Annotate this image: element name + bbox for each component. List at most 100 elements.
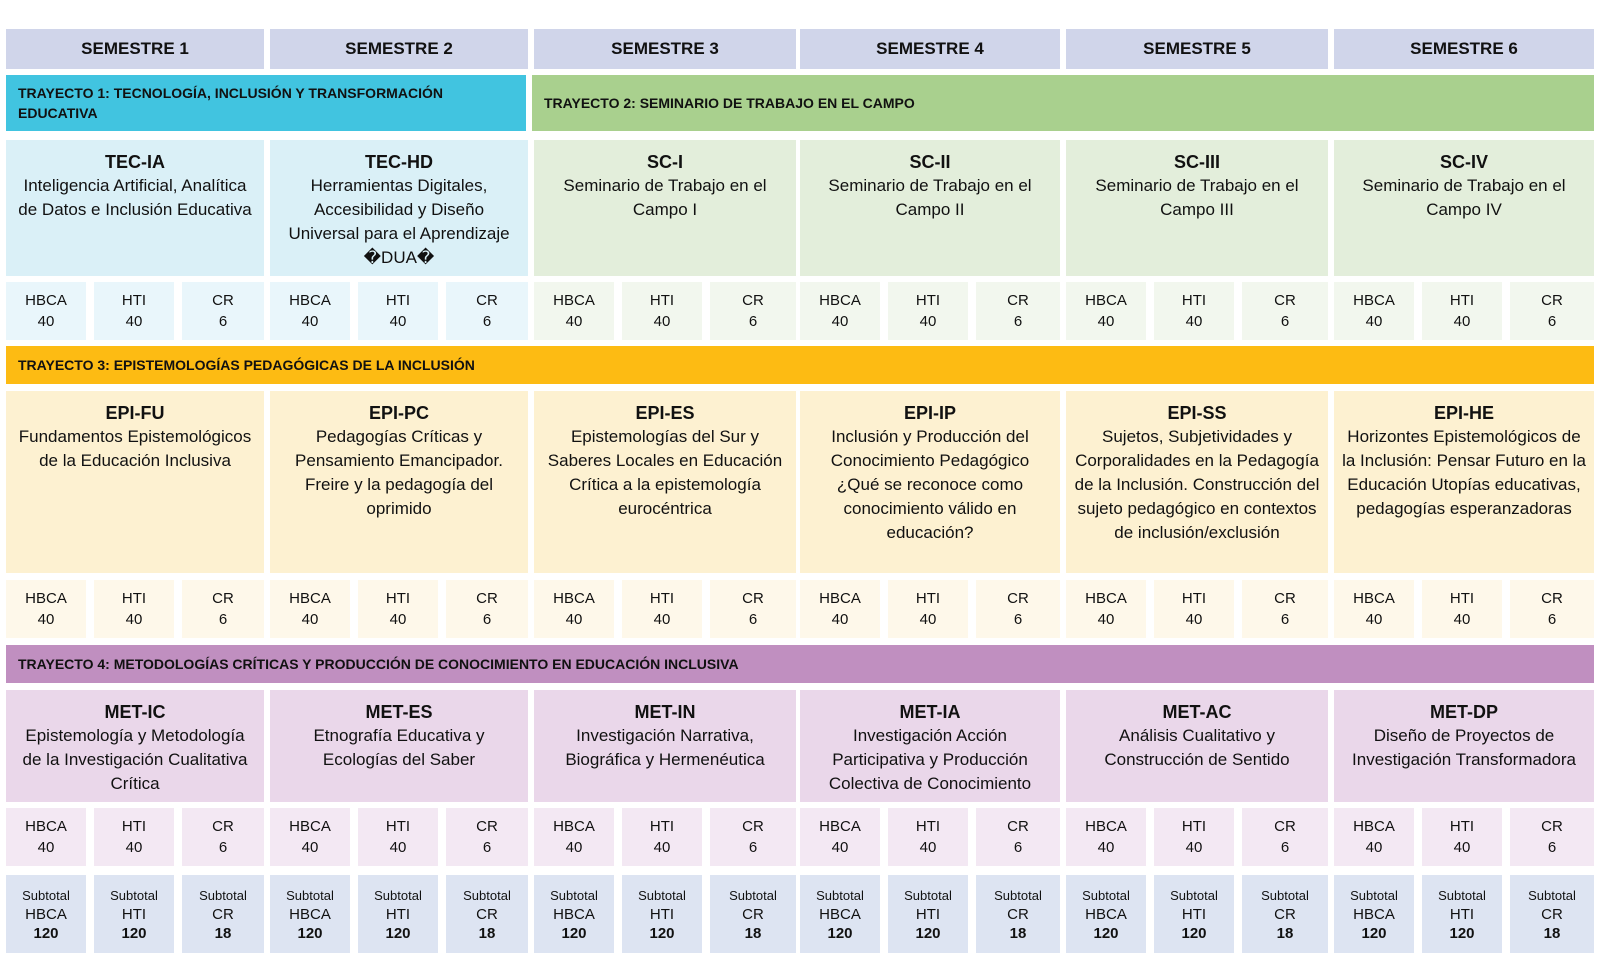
credit-label: CR	[476, 590, 498, 607]
subtotal-hti: Subtotal HTI 120	[358, 875, 438, 953]
credit-value: 6	[1013, 313, 1023, 330]
cr-credit: CR 6	[710, 808, 796, 866]
subtotal-abbrev: CR	[1007, 905, 1029, 923]
hbca-credit: HBCA 40	[6, 580, 86, 638]
subtotal-label: Subtotal	[729, 887, 777, 903]
credit-label: HBCA	[1353, 292, 1395, 309]
credit-value: 6	[1547, 839, 1557, 856]
course-code: SC-I	[647, 152, 683, 172]
hbca-credit: HBCA 40	[6, 808, 86, 866]
credit-label: HTI	[1449, 590, 1475, 607]
credit-label: HTI	[1181, 292, 1207, 309]
credit-value: 40	[565, 313, 583, 330]
subtotal-label: Subtotal	[1438, 887, 1486, 903]
credit-label: HBCA	[289, 590, 331, 607]
semester-header: SEMESTRE 1	[6, 29, 264, 69]
subtotal-label: Subtotal	[816, 887, 864, 903]
credit-value: 6	[1280, 611, 1290, 628]
course-code: TEC-IA	[105, 152, 165, 172]
course-card: SC-II Seminario de Trabajo en el Campo II	[800, 140, 1060, 276]
credit-label: HTI	[649, 818, 675, 835]
credit-label: CR	[1541, 292, 1563, 309]
course-card: EPI-IP Inclusión y Producción del Conocim…	[800, 391, 1060, 573]
subtotal-abbrev: HBCA	[1353, 905, 1395, 923]
credit-value: 40	[389, 313, 407, 330]
credit-label: HBCA	[553, 292, 595, 309]
course-code: EPI-PC	[368, 403, 429, 423]
credit-label: HBCA	[25, 818, 67, 835]
credit-label: HTI	[121, 590, 147, 607]
track-2-header: TRAYECTO 2: SEMINARIO DE TRABAJO EN EL C…	[532, 75, 1594, 131]
course-title: Pedagogías Críticas y Pensamiento Emanci…	[295, 427, 503, 518]
track-4-header: TRAYECTO 4: METODOLOGÍAS CRÍTICAS Y PROD…	[6, 645, 1594, 683]
subtotal-value: 120	[561, 924, 587, 942]
credit-label: HBCA	[25, 590, 67, 607]
course-title: Inteligencia Artificial, Analítica de Da…	[18, 176, 252, 219]
course-title: Sujetos, Subjetividades y Corporalidades…	[1074, 427, 1320, 542]
credit-label: HTI	[915, 818, 941, 835]
track-1-header: TRAYECTO 1: TECNOLOGÍA, INCLUSIÓN Y TRAN…	[6, 75, 526, 131]
subtotal-abbrev: CR	[212, 905, 234, 923]
credit-label: CR	[1541, 818, 1563, 835]
course-card: EPI-FU Fundamentos Epistemológicos de la …	[6, 391, 264, 573]
subtotal-hti: Subtotal HTI 120	[888, 875, 968, 953]
course-title: Seminario de Trabajo en el Campo IV	[1362, 176, 1566, 219]
credit-value: 40	[301, 611, 319, 628]
course-card: MET-ES Etnografía Educativa y Ecologías d…	[270, 690, 528, 802]
credit-value: 40	[1185, 611, 1203, 628]
credit-value: 40	[831, 313, 849, 330]
hti-credit: HTI 40	[358, 580, 438, 638]
semester-label: SEMESTRE 4	[876, 39, 984, 58]
hti-credit: HTI 40	[1422, 808, 1502, 866]
course-card: TEC-IA Inteligencia Artificial, Analítica…	[6, 140, 264, 276]
semester-header: SEMESTRE 3	[534, 29, 796, 69]
credit-label: CR	[1541, 590, 1563, 607]
hti-credit: HTI 40	[622, 580, 702, 638]
credit-value: 40	[1365, 313, 1383, 330]
subtotal-label: Subtotal	[22, 887, 70, 903]
hti-credit: HTI 40	[888, 580, 968, 638]
course-code: MET-IN	[634, 702, 696, 722]
subtotal-abbrev: HBCA	[25, 905, 67, 923]
subtotal-label: Subtotal	[994, 887, 1042, 903]
credit-label: CR	[1274, 590, 1296, 607]
credit-label: HTI	[1181, 818, 1207, 835]
hti-credit: HTI 40	[888, 282, 968, 340]
course-code: EPI-HE	[1433, 403, 1494, 423]
credit-label: CR	[1274, 292, 1296, 309]
subtotal-abbrev: HBCA	[289, 905, 331, 923]
credit-value: 40	[389, 611, 407, 628]
credit-value: 40	[37, 313, 55, 330]
hbca-credit: HBCA 40	[1334, 282, 1414, 340]
subtotal-value: 18	[1543, 924, 1561, 942]
subtotal-hbca: Subtotal HBCA 120	[1066, 875, 1146, 953]
subtotal-hti: Subtotal HTI 120	[622, 875, 702, 953]
semester-header: SEMESTRE 5	[1066, 29, 1328, 69]
course-card: MET-IN Investigación Narrativa, Biográfic…	[534, 690, 796, 802]
subtotal-label: Subtotal	[286, 887, 334, 903]
credit-label: CR	[742, 292, 764, 309]
subtotal-hbca: Subtotal HBCA 120	[6, 875, 86, 953]
credit-label: HBCA	[25, 292, 67, 309]
subtotal-label: Subtotal	[374, 887, 422, 903]
course-card: EPI-PC Pedagogías Críticas y Pensamiento …	[270, 391, 528, 573]
credit-label: HTI	[649, 292, 675, 309]
credit-value: 40	[1453, 839, 1471, 856]
credit-label: HBCA	[819, 590, 861, 607]
credit-value: 6	[482, 611, 492, 628]
hti-credit: HTI 40	[1422, 580, 1502, 638]
hti-credit: HTI 40	[1154, 808, 1234, 866]
subtotal-abbrev: CR	[1274, 905, 1296, 923]
subtotal-cr: Subtotal CR 18	[710, 875, 796, 953]
credit-value: 40	[37, 611, 55, 628]
course-code: EPI-ES	[635, 403, 695, 423]
credit-value: 40	[653, 313, 671, 330]
hti-credit: HTI 40	[358, 282, 438, 340]
cr-credit: CR 6	[446, 808, 528, 866]
subtotal-label: Subtotal	[550, 887, 598, 903]
course-title: Diseño de Proyectos de Investigación Tra…	[1352, 726, 1576, 769]
hti-credit: HTI 40	[94, 580, 174, 638]
hbca-credit: HBCA 40	[1334, 580, 1414, 638]
subtotal-label: Subtotal	[1261, 887, 1309, 903]
hti-credit: HTI 40	[94, 808, 174, 866]
